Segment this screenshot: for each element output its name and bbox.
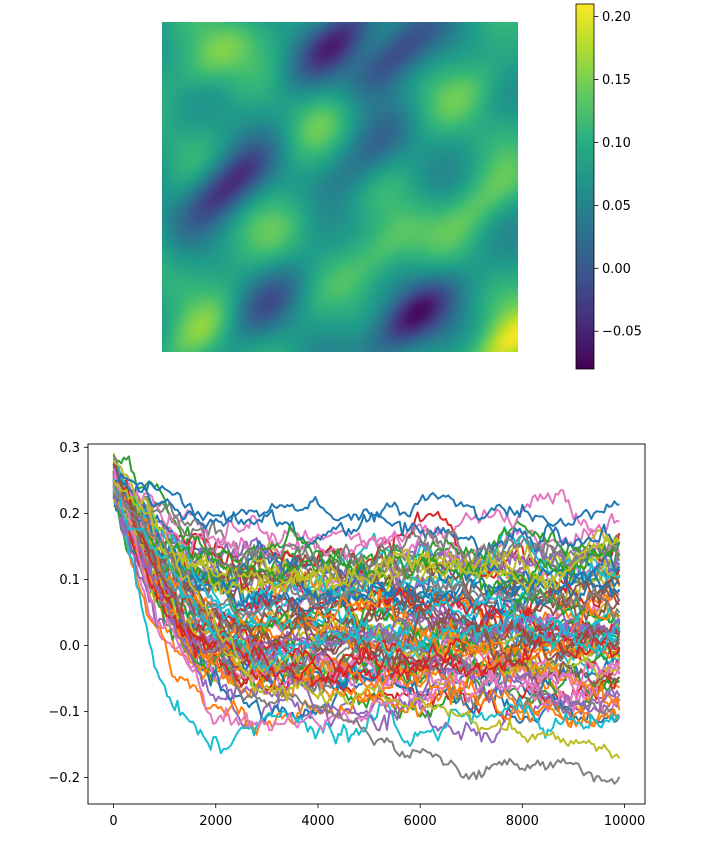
x-tick-label: 10000	[604, 814, 645, 829]
colorbar-tick-label: 0.15	[602, 73, 631, 88]
line-series	[112, 463, 621, 686]
line-series	[112, 480, 621, 759]
line-series	[112, 479, 621, 629]
x-tick-label: 8000	[506, 814, 539, 829]
line-series	[112, 461, 621, 678]
x-tick-label: 2000	[199, 814, 232, 829]
line-series	[113, 483, 620, 659]
line-series	[112, 470, 621, 620]
line-series	[112, 466, 621, 605]
line-series	[112, 461, 621, 644]
line-series	[112, 454, 621, 582]
line-series	[112, 496, 621, 597]
line-series	[113, 469, 621, 557]
line-series	[112, 491, 621, 711]
x-tick-label: 4000	[301, 814, 334, 829]
colorbar-tick-label: −0.05	[602, 325, 642, 340]
y-axis-ticks: −0.2 −0.1 0.0 0.1 0.2 0.3	[48, 441, 88, 786]
line-series	[112, 493, 620, 664]
x-tick-label: 0	[109, 814, 117, 829]
line-series	[112, 493, 621, 579]
heatmap-image	[162, 22, 518, 352]
line-series	[112, 460, 621, 596]
line-plot-frame	[87, 443, 646, 805]
y-tick-label: 0.2	[59, 507, 80, 522]
y-tick-label: −0.2	[48, 771, 80, 786]
colorbar-tick-label: 0.20	[602, 10, 631, 25]
colorbar-tick-label: 0.00	[602, 262, 631, 277]
heatmap-chart	[162, 22, 518, 352]
colorbar: −0.05 0.00 0.05 0.10 0.15 0.20	[575, 3, 642, 370]
y-tick-label: 0.3	[59, 441, 80, 456]
y-tick-label: −0.1	[48, 705, 80, 720]
line-chart: 0 2000 4000 6000 8000 10000 −0.2 −0.1 0.0 0.1 0.2…	[48, 441, 646, 829]
colorbar-tick-label: 0.05	[602, 199, 631, 214]
y-tick-label: 0.1	[59, 573, 80, 588]
colorbar-ticks: −0.05 0.00 0.05 0.10 0.15 0.20	[594, 10, 642, 340]
line-series	[112, 472, 621, 732]
line-series	[112, 468, 621, 755]
line-series	[112, 478, 621, 672]
line-series-group	[112, 452, 621, 785]
line-series	[112, 472, 620, 528]
x-axis-ticks: 0 2000 4000 6000 8000 10000	[109, 804, 645, 829]
colorbar-gradient	[575, 3, 595, 370]
x-tick-label: 6000	[404, 814, 437, 829]
y-tick-label: 0.0	[59, 639, 80, 654]
line-series	[112, 467, 621, 732]
colorbar-tick-label: 0.10	[602, 136, 631, 151]
